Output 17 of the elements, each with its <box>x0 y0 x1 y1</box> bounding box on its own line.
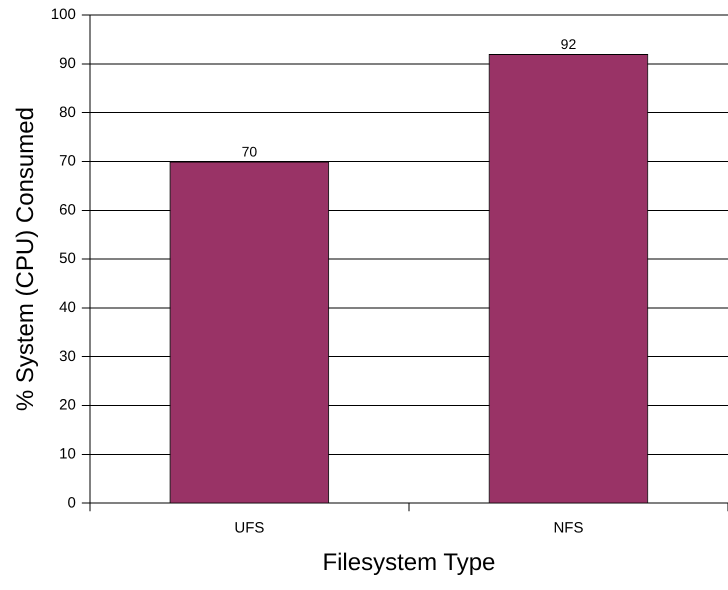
y-tick-label: 60 <box>59 201 76 218</box>
y-tick-label: 90 <box>59 54 76 72</box>
y-tick-label: 30 <box>59 348 76 365</box>
data-label: 92 <box>560 36 576 52</box>
x-axis-title: Filesystem Type <box>322 549 496 576</box>
y-tick-label: 40 <box>59 299 76 316</box>
y-tick-label: 0 <box>67 494 76 512</box>
y-tick-label: 100 <box>50 6 76 24</box>
y-tick-label: 10 <box>59 446 76 463</box>
y-tick-label: 20 <box>59 396 76 414</box>
y-tick-label: 70 <box>59 152 76 170</box>
x-tick-label: UFS <box>234 519 264 536</box>
x-tick-label: NFS <box>553 519 584 536</box>
data-label: 70 <box>242 143 258 160</box>
y-axis-title: % System (CPU) Consumed <box>12 107 40 412</box>
y-tick-label: 50 <box>59 250 76 268</box>
y-tick-label: 80 <box>59 104 76 121</box>
